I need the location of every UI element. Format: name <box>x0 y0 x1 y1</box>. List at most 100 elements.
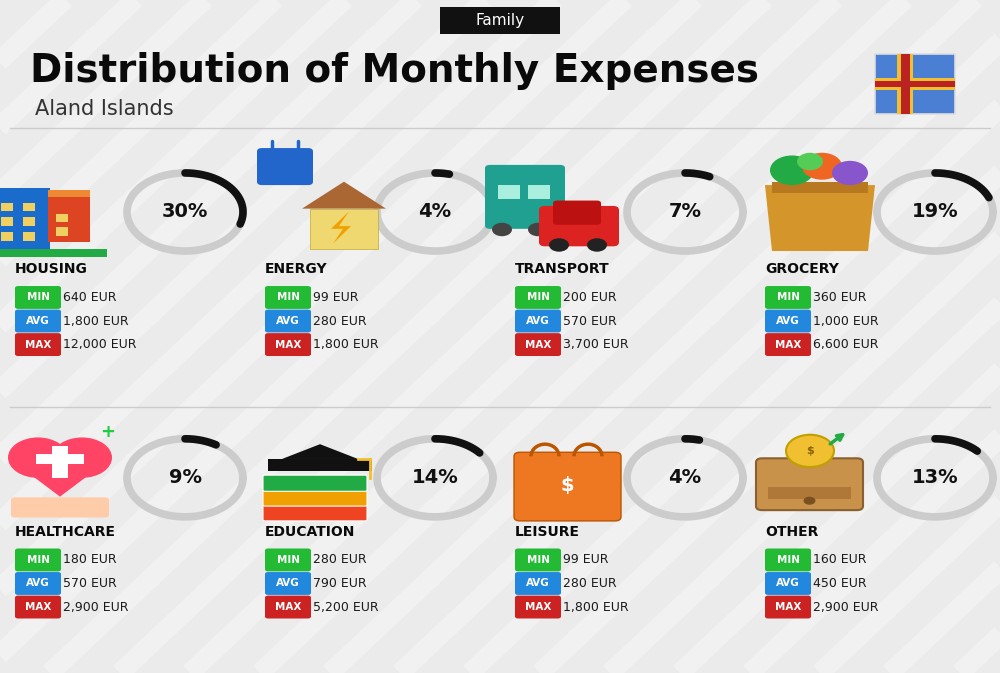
FancyBboxPatch shape <box>15 310 61 332</box>
FancyBboxPatch shape <box>875 54 955 114</box>
Text: 14%: 14% <box>412 468 458 487</box>
FancyBboxPatch shape <box>515 286 561 309</box>
Circle shape <box>802 153 842 180</box>
Text: 1,800 EUR: 1,800 EUR <box>313 338 379 351</box>
FancyBboxPatch shape <box>15 572 61 595</box>
FancyBboxPatch shape <box>765 310 811 332</box>
Circle shape <box>587 238 607 252</box>
FancyBboxPatch shape <box>539 206 619 246</box>
Text: MIN: MIN <box>526 293 550 302</box>
FancyBboxPatch shape <box>765 333 811 356</box>
FancyBboxPatch shape <box>515 572 561 595</box>
Text: MIN: MIN <box>776 555 800 565</box>
Text: HOUSING: HOUSING <box>15 262 88 276</box>
FancyBboxPatch shape <box>263 505 367 521</box>
FancyBboxPatch shape <box>897 54 913 114</box>
Text: EDUCATION: EDUCATION <box>265 525 355 538</box>
Text: 2,900 EUR: 2,900 EUR <box>63 600 128 614</box>
Text: 160 EUR: 160 EUR <box>813 553 866 567</box>
Text: AVG: AVG <box>276 579 300 588</box>
FancyBboxPatch shape <box>23 232 35 241</box>
Circle shape <box>52 437 112 478</box>
Text: LEISURE: LEISURE <box>515 525 580 538</box>
FancyBboxPatch shape <box>765 572 811 595</box>
Circle shape <box>528 223 548 236</box>
FancyBboxPatch shape <box>514 452 621 521</box>
Text: 570 EUR: 570 EUR <box>563 314 617 328</box>
Text: MAX: MAX <box>275 602 301 612</box>
Polygon shape <box>10 459 110 497</box>
Text: Family: Family <box>475 13 525 28</box>
FancyBboxPatch shape <box>528 185 550 199</box>
Text: 2,900 EUR: 2,900 EUR <box>813 600 879 614</box>
Text: 12,000 EUR: 12,000 EUR <box>63 338 136 351</box>
Text: 640 EUR: 640 EUR <box>63 291 116 304</box>
FancyBboxPatch shape <box>23 203 35 211</box>
Text: 7%: 7% <box>668 203 702 221</box>
FancyBboxPatch shape <box>265 596 311 618</box>
Text: 1,800 EUR: 1,800 EUR <box>63 314 129 328</box>
FancyBboxPatch shape <box>1 217 13 226</box>
FancyBboxPatch shape <box>52 446 68 478</box>
Text: MAX: MAX <box>775 602 801 612</box>
FancyBboxPatch shape <box>765 286 811 309</box>
FancyBboxPatch shape <box>875 81 955 87</box>
FancyBboxPatch shape <box>0 249 107 257</box>
FancyBboxPatch shape <box>875 78 955 90</box>
Text: MIN: MIN <box>277 555 300 565</box>
Polygon shape <box>331 211 351 244</box>
Circle shape <box>549 238 569 252</box>
Text: 360 EUR: 360 EUR <box>813 291 866 304</box>
Text: 1,800 EUR: 1,800 EUR <box>563 600 629 614</box>
Text: OTHER: OTHER <box>765 525 818 538</box>
Text: 30%: 30% <box>162 203 208 221</box>
Text: 280 EUR: 280 EUR <box>313 314 367 328</box>
Text: MIN: MIN <box>27 293 50 302</box>
Text: 3,700 EUR: 3,700 EUR <box>563 338 629 351</box>
Text: GROCERY: GROCERY <box>765 262 839 276</box>
Circle shape <box>8 437 68 478</box>
Text: $: $ <box>560 476 574 495</box>
FancyBboxPatch shape <box>756 458 863 510</box>
FancyBboxPatch shape <box>265 286 311 309</box>
Text: 180 EUR: 180 EUR <box>63 553 117 567</box>
Text: 4%: 4% <box>668 468 702 487</box>
Circle shape <box>492 223 512 236</box>
Text: AVG: AVG <box>526 579 550 588</box>
Text: MAX: MAX <box>275 340 301 349</box>
FancyBboxPatch shape <box>263 475 367 491</box>
FancyBboxPatch shape <box>0 188 50 249</box>
FancyBboxPatch shape <box>265 548 311 571</box>
FancyBboxPatch shape <box>11 497 109 518</box>
Text: 6,600 EUR: 6,600 EUR <box>813 338 879 351</box>
Text: AVG: AVG <box>276 316 300 326</box>
FancyBboxPatch shape <box>485 165 565 229</box>
Text: AVG: AVG <box>776 316 800 326</box>
Text: Distribution of Monthly Expenses: Distribution of Monthly Expenses <box>30 52 759 90</box>
FancyBboxPatch shape <box>56 214 68 222</box>
Text: 19%: 19% <box>912 203 958 221</box>
Text: 5,200 EUR: 5,200 EUR <box>313 600 379 614</box>
Circle shape <box>832 161 868 185</box>
FancyBboxPatch shape <box>765 596 811 618</box>
Text: +: + <box>101 423 116 441</box>
FancyBboxPatch shape <box>15 596 61 618</box>
FancyBboxPatch shape <box>36 454 84 464</box>
FancyBboxPatch shape <box>263 490 367 506</box>
FancyBboxPatch shape <box>265 310 311 332</box>
Polygon shape <box>282 444 358 459</box>
FancyBboxPatch shape <box>15 286 61 309</box>
Text: AVG: AVG <box>26 316 50 326</box>
FancyBboxPatch shape <box>265 572 311 595</box>
FancyBboxPatch shape <box>440 7 560 34</box>
FancyBboxPatch shape <box>23 217 35 226</box>
FancyBboxPatch shape <box>310 209 378 249</box>
Text: 200 EUR: 200 EUR <box>563 291 617 304</box>
Text: 1,000 EUR: 1,000 EUR <box>813 314 879 328</box>
FancyBboxPatch shape <box>1 232 13 241</box>
Text: 99 EUR: 99 EUR <box>313 291 358 304</box>
Text: TRANSPORT: TRANSPORT <box>515 262 610 276</box>
FancyBboxPatch shape <box>515 596 561 618</box>
FancyBboxPatch shape <box>901 54 910 114</box>
FancyBboxPatch shape <box>15 333 61 356</box>
